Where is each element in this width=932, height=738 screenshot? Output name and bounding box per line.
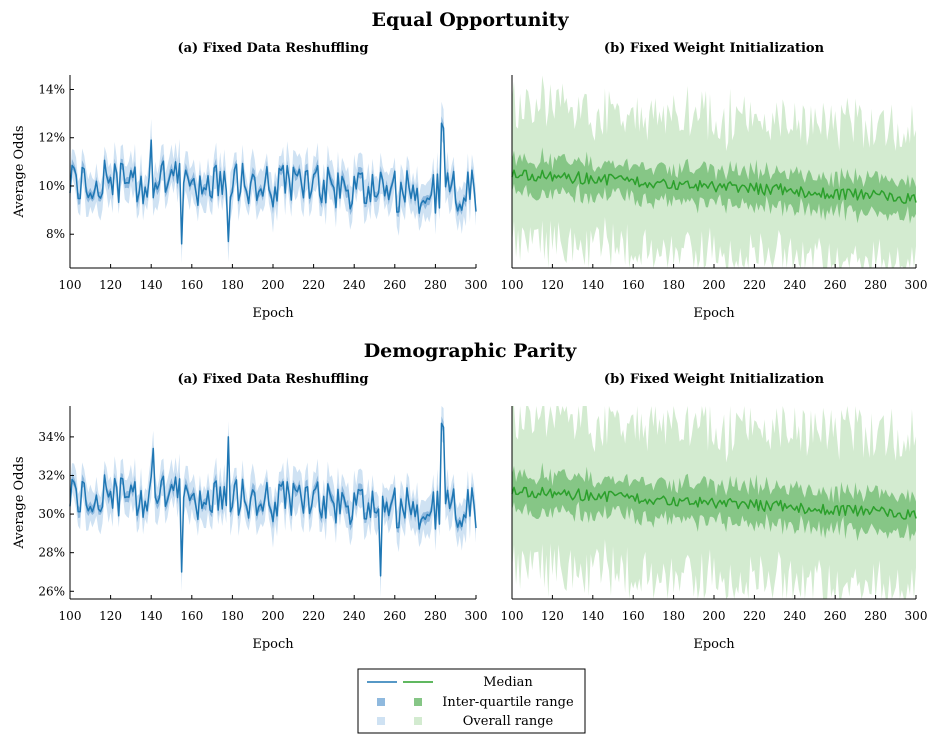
x-tick-label: 100 — [501, 609, 524, 623]
panel-title: (b) Fixed Weight Initialization — [604, 372, 825, 387]
x-tick-label: 220 — [302, 278, 325, 292]
x-tick-label: 140 — [140, 278, 163, 292]
x-tick-label: 160 — [622, 609, 645, 623]
panel-1-0: 100 120 140 160 180 200 220 240 260 280 300 26% 28% 3… — [12, 372, 487, 652]
x-tick-label: 100 — [501, 278, 524, 292]
x-tick-label: 220 — [302, 609, 325, 623]
x-tick-label: 280 — [864, 609, 887, 623]
x-tick-label: 300 — [465, 609, 488, 623]
x-tick-label: 200 — [262, 278, 285, 292]
x-axis-label: Epoch — [252, 306, 294, 321]
legend-iqr-blue — [377, 698, 385, 706]
x-tick-label: 300 — [905, 278, 928, 292]
panel-title: (a) Fixed Data Reshuffling — [177, 372, 368, 387]
y-tick-label: 34% — [38, 430, 65, 444]
x-tick-label: 200 — [703, 609, 726, 623]
x-tick-label: 200 — [703, 278, 726, 292]
legend: Median Inter-quartile range Overall range — [357, 668, 586, 734]
x-tick-label: 120 — [99, 278, 122, 292]
y-axis-label: Average Odds — [12, 457, 27, 550]
x-tick-label: 180 — [662, 609, 685, 623]
x-tick-label: 260 — [824, 609, 847, 623]
x-tick-label: 120 — [99, 609, 122, 623]
x-tick-label: 180 — [221, 278, 244, 292]
median-line — [69, 122, 477, 245]
legend-box — [357, 668, 586, 734]
y-tick-label: 14% — [38, 82, 65, 96]
panel-title: (b) Fixed Weight Initialization — [604, 41, 825, 56]
legend-range-green — [414, 717, 422, 725]
x-tick-label: 220 — [743, 609, 766, 623]
median-line — [511, 486, 917, 520]
overall-range-band — [70, 406, 476, 598]
x-tick-label: 160 — [622, 278, 645, 292]
x-tick-label: 180 — [662, 278, 685, 292]
panel-title: (a) Fixed Data Reshuffling — [177, 41, 368, 56]
x-tick-label: 240 — [343, 278, 366, 292]
y-tick-label: 30% — [38, 507, 65, 521]
x-tick-label: 280 — [424, 609, 447, 623]
x-tick-label: 140 — [140, 609, 163, 623]
legend-iqr-label: Inter-quartile range — [442, 695, 574, 710]
x-axis-label: Epoch — [252, 637, 294, 652]
y-tick-label: 8% — [46, 227, 65, 241]
legend-range-label: Overall range — [463, 714, 554, 729]
x-tick-label: 100 — [59, 278, 82, 292]
panel-0-0: 100 120 140 160 180 200 220 240 260 280 300 8% 10% 12… — [12, 41, 487, 321]
x-tick-label: 280 — [424, 278, 447, 292]
x-tick-label: 120 — [541, 278, 564, 292]
x-tick-label: 260 — [383, 609, 406, 623]
x-tick-label: 140 — [581, 609, 604, 623]
x-tick-label: 220 — [743, 278, 766, 292]
legend-median-label: Median — [483, 675, 533, 690]
x-tick-label: 160 — [180, 278, 203, 292]
x-tick-label: 240 — [343, 609, 366, 623]
y-tick-label: 28% — [38, 546, 65, 560]
x-tick-label: 100 — [59, 609, 82, 623]
x-tick-label: 300 — [465, 278, 488, 292]
x-axis-label: Epoch — [693, 306, 735, 321]
y-tick-label: 26% — [38, 584, 65, 598]
x-tick-label: 160 — [180, 609, 203, 623]
x-tick-label: 240 — [783, 609, 806, 623]
overall-range-band — [70, 101, 476, 264]
legend-iqr-green — [414, 698, 422, 706]
panel-0-1: 100 120 140 160 180 200 220 240 260 280 300 (b) Fix… — [501, 41, 928, 321]
x-axis-label: Epoch — [693, 637, 735, 652]
x-tick-label: 260 — [383, 278, 406, 292]
y-axis-label: Average Odds — [12, 126, 27, 219]
x-tick-label: 300 — [905, 609, 928, 623]
median-line — [69, 422, 477, 577]
x-tick-label: 120 — [541, 609, 564, 623]
x-tick-label: 280 — [864, 278, 887, 292]
x-tick-label: 180 — [221, 609, 244, 623]
x-tick-label: 240 — [783, 278, 806, 292]
legend-range-blue — [377, 717, 385, 725]
x-tick-label: 260 — [824, 278, 847, 292]
median-line — [511, 169, 917, 204]
section-title: Demographic Parity — [364, 340, 578, 362]
x-tick-label: 140 — [581, 278, 604, 292]
section-title: Equal Opportunity — [372, 9, 570, 31]
y-tick-label: 12% — [38, 131, 65, 145]
y-tick-label: 32% — [38, 468, 65, 482]
y-tick-label: 10% — [38, 179, 65, 193]
panel-1-1: 100 120 140 160 180 200 220 240 260 280 300 (b) Fix… — [501, 372, 928, 652]
x-tick-label: 200 — [262, 609, 285, 623]
